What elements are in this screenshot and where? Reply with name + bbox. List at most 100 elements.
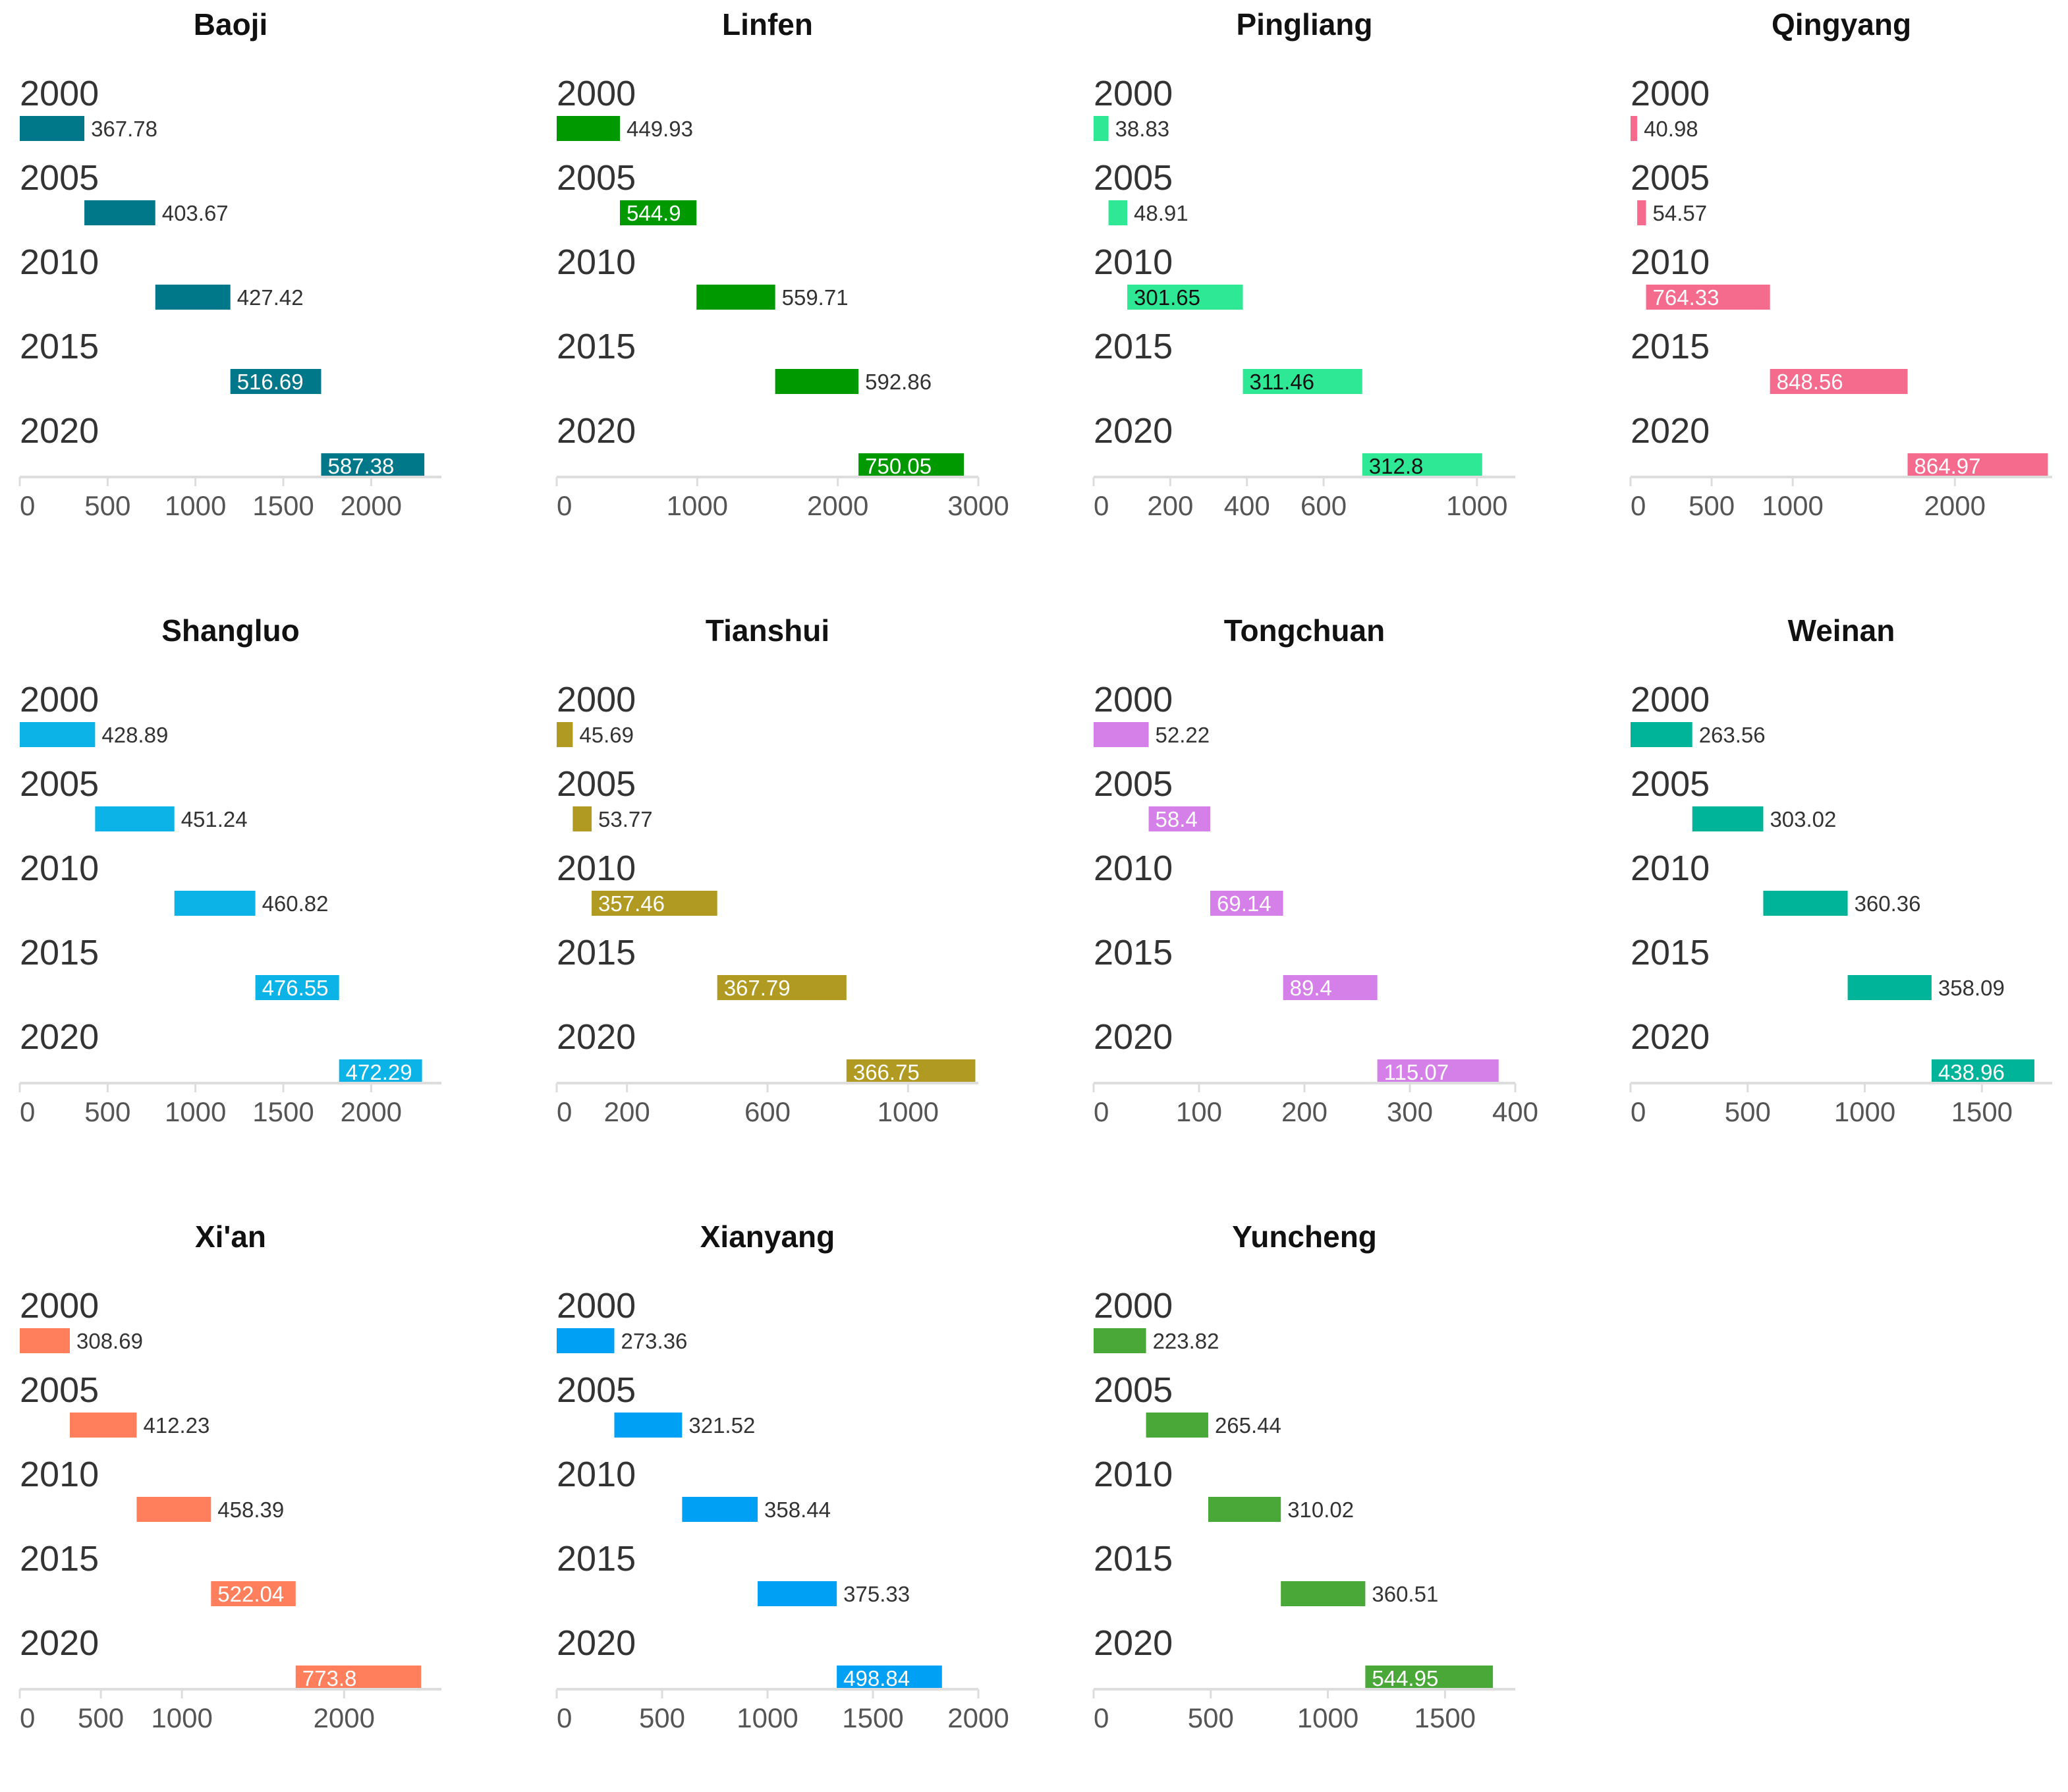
x-tick-label: 1000: [1834, 1096, 1895, 1127]
x-tick-label: 0: [20, 1702, 35, 1733]
year-label: 2020: [1094, 1017, 1173, 1057]
x-tick-label: 1500: [252, 490, 314, 521]
bar: [573, 806, 592, 831]
x-tick-label: 500: [1689, 490, 1735, 521]
value-label: 223.82: [1153, 1329, 1219, 1353]
x-tick-label: 1000: [165, 490, 226, 521]
bar: [1770, 369, 1908, 394]
value-label: 69.14: [1217, 891, 1272, 916]
x-tick-label: 0: [20, 490, 35, 521]
bar: [211, 1581, 296, 1606]
year-label: 2005: [1631, 764, 1710, 804]
bar: [339, 1059, 422, 1084]
x-tick-label: 600: [744, 1096, 791, 1127]
chart-panel: Xi'an 2000 308.69 2005 412.23 2010 458.39 2015 5…: [18, 1212, 507, 1792]
value-label: 773.8: [302, 1666, 357, 1691]
value-label: 265.44: [1215, 1413, 1281, 1438]
value-label: 358.09: [1938, 976, 2005, 1000]
year-label: 2000: [557, 1286, 636, 1326]
value-label: 427.42: [237, 285, 304, 310]
bar: [1127, 285, 1243, 310]
value-label: 516.69: [237, 370, 304, 394]
year-label: 2010: [1631, 849, 1710, 888]
chart-panel: Linfen 2000 449.93 2005 544.9 2010 559.71 2015 5…: [555, 0, 1044, 580]
x-tick-label: 100: [1176, 1096, 1222, 1127]
x-tick-label: 500: [84, 490, 130, 521]
chart-panel: Pingliang 2000 38.83 2005 48.91 2010 301.65 201…: [1092, 0, 1581, 580]
year-label: 2015: [557, 327, 636, 366]
year-label: 2000: [20, 1286, 99, 1326]
year-label: 2000: [557, 74, 636, 113]
value-label: 312.8: [1369, 454, 1424, 478]
bar: [557, 722, 573, 747]
bar: [614, 1413, 683, 1438]
year-label: 2015: [557, 1539, 636, 1579]
x-tick-label: 600: [1300, 490, 1347, 521]
year-label: 2020: [1094, 1623, 1173, 1663]
chart-title: Shangluo: [161, 613, 300, 648]
bar: [255, 975, 339, 1000]
year-label: 2000: [20, 74, 99, 113]
value-label: 310.02: [1287, 1498, 1354, 1522]
x-tick-label: 0: [1631, 1096, 1646, 1127]
year-label: 2000: [1094, 1286, 1173, 1326]
value-label: 273.36: [621, 1329, 687, 1353]
year-label: 2020: [1631, 411, 1710, 451]
value-label: 864.97: [1914, 454, 1981, 478]
chart-title: Pingliang: [1236, 7, 1373, 42]
year-label: 2020: [20, 411, 99, 451]
value-label: 115.07: [1384, 1060, 1449, 1084]
year-label: 2000: [20, 680, 99, 719]
x-tick-label: 0: [20, 1096, 35, 1127]
x-tick-label: 200: [1281, 1096, 1327, 1127]
chart-svg: 2000 449.93 2005 544.9 2010 559.71 2015 592.86 2…: [555, 74, 1009, 521]
bar: [1146, 1413, 1208, 1438]
year-label: 2015: [20, 1539, 99, 1579]
x-tick-label: 500: [639, 1702, 685, 1733]
year-label: 2015: [1094, 327, 1173, 366]
bar: [1365, 1666, 1494, 1691]
value-label: 375.33: [843, 1582, 910, 1606]
chart-panel: Weinan 2000 263.56 2005 303.02 2010 360.36 2015…: [1629, 606, 2068, 1186]
value-label: 58.4: [1156, 807, 1198, 831]
x-tick-label: 200: [1147, 490, 1193, 521]
chart-panel: Shangluo 2000 428.89 2005 451.24 2010 460.82 20…: [18, 606, 507, 1186]
x-tick-label: 1000: [1762, 490, 1823, 521]
year-label: 2015: [1631, 933, 1710, 972]
chart-svg: 2000 273.36 2005 321.52 2010 358.44 2015 375.33…: [555, 1286, 1009, 1733]
value-label: 428.89: [101, 723, 168, 747]
bar: [1208, 1497, 1281, 1522]
x-tick-label: 1500: [252, 1096, 314, 1127]
bar: [69, 1413, 137, 1438]
bar: [1094, 722, 1149, 747]
value-label: 544.95: [1372, 1666, 1438, 1691]
chart-svg: 2000428.892005451.242010460.822015476.55…: [18, 680, 441, 1127]
x-tick-label: 0: [557, 1096, 572, 1127]
value-label: 366.75: [853, 1060, 920, 1084]
value-label: 367.78: [91, 117, 157, 141]
x-tick-label: 1000: [1297, 1702, 1358, 1733]
bar: [1281, 1581, 1366, 1606]
value-label: 592.86: [865, 370, 932, 394]
year-label: 2000: [1094, 680, 1173, 719]
year-label: 2010: [20, 1455, 99, 1494]
value-label: 303.02: [1770, 807, 1836, 831]
year-label: 2000: [1094, 74, 1173, 113]
value-label: 311.46: [1250, 370, 1314, 394]
value-label: 522.04: [217, 1582, 284, 1606]
year-label: 2010: [557, 1455, 636, 1494]
x-tick-label: 1500: [1414, 1702, 1476, 1733]
value-label: 89.4: [1290, 976, 1332, 1000]
chart-title: Linfen: [722, 7, 813, 42]
bar: [295, 1666, 422, 1691]
year-label: 2005: [20, 764, 99, 804]
bar: [20, 116, 85, 141]
x-tick-label: 2000: [341, 490, 402, 521]
bar: [95, 806, 175, 831]
x-tick-label: 2000: [341, 1096, 402, 1127]
value-label: 263.56: [1699, 723, 1766, 747]
year-label: 2005: [1094, 158, 1173, 198]
value-label: 45.69: [579, 723, 634, 747]
year-label: 2000: [1631, 74, 1710, 113]
year-label: 2015: [1094, 1539, 1173, 1579]
